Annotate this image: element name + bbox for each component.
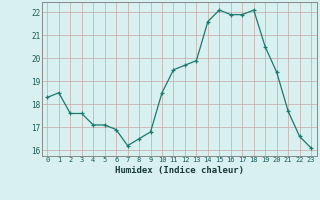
X-axis label: Humidex (Indice chaleur): Humidex (Indice chaleur)	[115, 166, 244, 175]
